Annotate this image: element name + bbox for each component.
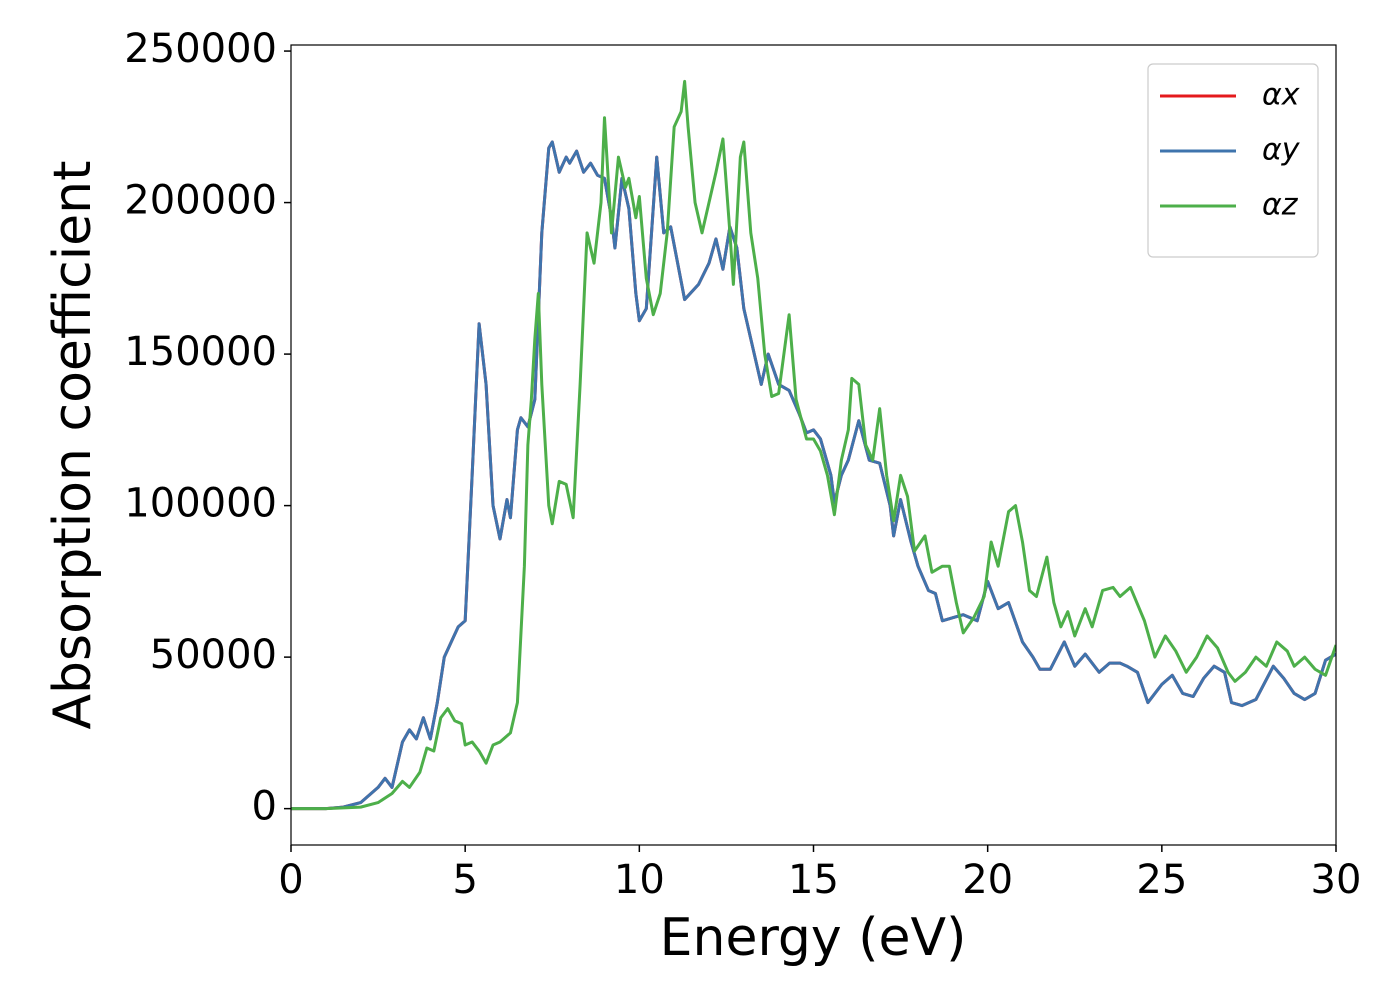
y-axis-label: Absorption coefficient	[43, 160, 103, 729]
plot-frame	[290, 44, 1337, 846]
y-tick-label: 100000	[124, 481, 277, 527]
x-tick-label: 20	[962, 857, 1013, 903]
y-tick-label: 200000	[124, 178, 277, 224]
x-tick-label: 10	[614, 857, 665, 903]
legend-label: αz	[1262, 188, 1299, 223]
x-tick-label: 15	[788, 857, 839, 903]
y-tick-label: 0	[252, 784, 277, 830]
x-axis-label: Energy (eV)	[660, 908, 967, 968]
y-tick-label: 150000	[124, 329, 277, 375]
x-tick-label: 5	[452, 857, 477, 903]
data-line	[291, 79, 1336, 811]
x-tick-label: 25	[1136, 857, 1187, 903]
legend-box	[1147, 63, 1319, 258]
legend-label: αy	[1262, 133, 1301, 168]
x-tick-label: 0	[278, 857, 303, 903]
legend-label: αx	[1262, 78, 1300, 113]
x-tick-label: 30	[1311, 857, 1362, 903]
y-tick-label: 50000	[150, 632, 277, 678]
y-tick-label: 250000	[124, 26, 277, 72]
data-line	[291, 140, 1336, 811]
